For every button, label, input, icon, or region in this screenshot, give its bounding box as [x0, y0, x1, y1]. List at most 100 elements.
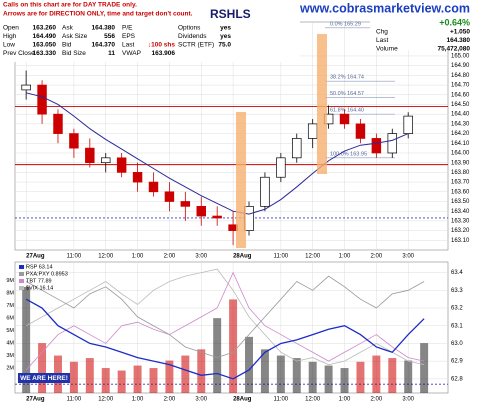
volume-bar [292, 358, 301, 393]
candle-body [85, 147, 95, 164]
highlight [236, 112, 246, 248]
x-tick-label: 2:00 [164, 254, 176, 260]
candle-body [69, 133, 79, 149]
x-tick-label: 1:00 [132, 254, 144, 260]
volume-bar [260, 349, 269, 393]
fib-label: 0.0% 165.29 [330, 21, 361, 27]
header-panel [0, 0, 300, 62]
legend-swatch [19, 279, 24, 283]
candle-body [148, 181, 159, 193]
symbol: RSHLS [210, 7, 251, 21]
volume-bar [308, 361, 317, 393]
volume-tick-label: 6M [6, 316, 14, 322]
quote-value: yes [220, 33, 231, 40]
candle-body [276, 157, 286, 178]
y-tick-label: 164.60 [451, 92, 470, 98]
candle-body [180, 201, 191, 207]
candle-body [403, 115, 413, 134]
y-tick-label: 164.30 [451, 121, 470, 127]
candle-body [292, 138, 302, 159]
y-tick-label: 163.40 [451, 209, 470, 215]
summary-value: +1.050 [450, 29, 470, 36]
volume-bar [181, 355, 190, 393]
quote-label: Prev Close [3, 50, 35, 57]
volume-bar [133, 365, 142, 393]
summary-label: Last [376, 37, 388, 44]
summary-value: 75,472,080 [437, 46, 470, 53]
watermark: www.cobrasmarketview.com [299, 1, 470, 15]
note: Arrows are for DIRECTION ONLY, time and … [3, 11, 193, 18]
quote-label: Bid Size [62, 50, 86, 57]
x-tick-label: 12:00 [98, 254, 114, 260]
y-tick-label: 163.70 [451, 180, 470, 186]
y-tick-label: 163.80 [451, 170, 470, 176]
volume-bar [276, 355, 285, 393]
y-tick-label: 62.9 [451, 359, 463, 365]
we-are-here: WE ARE HERE! [20, 375, 68, 382]
volume-bar [420, 343, 429, 393]
change-pct: +0.64% [439, 17, 470, 27]
fib-label: 38.2% 164.74 [330, 75, 364, 81]
note: Calls on this chart are for DAY TRADE on… [3, 2, 137, 9]
series-line [25, 298, 425, 380]
x-tick-label: 3:00 [402, 254, 414, 260]
quote-label: Bid [62, 42, 72, 49]
candle-body [21, 84, 31, 91]
x-tick-label: 28Aug [233, 254, 252, 260]
quote-value: 164.380 [92, 25, 116, 32]
summary-panel [370, 14, 478, 50]
y-tick-label: 164.70 [451, 83, 470, 89]
fib-label: 50.0% 164.57 [330, 91, 364, 97]
summary-label: Chg [376, 29, 388, 36]
candle-body [164, 191, 175, 202]
x-tick-label: 27Aug [26, 397, 45, 403]
moving-average [26, 92, 409, 215]
y-tick-label: 164.90 [451, 63, 470, 69]
quote-label: Open [3, 25, 19, 32]
x-tick-label: 1:00 [339, 397, 351, 403]
volume-bar [356, 361, 365, 393]
x-tick-label: 11:00 [67, 397, 82, 403]
volume-bar [372, 355, 381, 393]
quote-label: P/E [122, 25, 133, 32]
volume-bar [340, 368, 349, 393]
x-tick-label: 3:00 [195, 397, 207, 403]
y-tick-label: 164.10 [451, 141, 470, 147]
y-tick-label: 62.8 [451, 376, 463, 382]
volume-bar [117, 370, 126, 393]
legend-entry: RSP 63.14 [26, 264, 53, 270]
volume-bar [197, 349, 206, 393]
candle-body [212, 215, 222, 219]
volume-bar [85, 358, 94, 393]
quote-label: Low [3, 42, 15, 49]
y-tick-label: 164.00 [451, 151, 470, 157]
quote-label: Last [122, 42, 134, 49]
volume-tick-label: 3M [6, 353, 14, 359]
y-tick-label: 163.60 [451, 189, 470, 195]
x-tick-label: 3:00 [195, 254, 207, 260]
volume-bar [404, 360, 413, 393]
quote-label: Dividends [178, 33, 207, 40]
volume-tick-label: 4M [6, 341, 14, 347]
y-tick-label: 163.30 [451, 218, 470, 224]
legend-swatch [19, 265, 24, 269]
candle-body [116, 157, 127, 173]
series-line [25, 275, 425, 359]
volume-tick-label: 9M [6, 278, 14, 284]
volume-bar [213, 318, 222, 393]
candle-body [101, 157, 111, 164]
candle-body [37, 84, 47, 115]
highlight [317, 34, 327, 174]
candle-body [53, 113, 63, 134]
candle-body [339, 113, 350, 125]
y-tick-label: 63.2 [451, 306, 463, 312]
volume-bar [388, 358, 397, 393]
volume-tick-label: 2M [6, 366, 14, 372]
quote-label: Ask Size [62, 33, 88, 40]
x-tick-label: 12:00 [305, 397, 321, 403]
quote-value: 164.490 [33, 33, 57, 40]
quote-value: 163.050 [33, 42, 57, 49]
fib-label: 61.8% 164.40 [330, 108, 364, 114]
candle-body [132, 172, 143, 183]
